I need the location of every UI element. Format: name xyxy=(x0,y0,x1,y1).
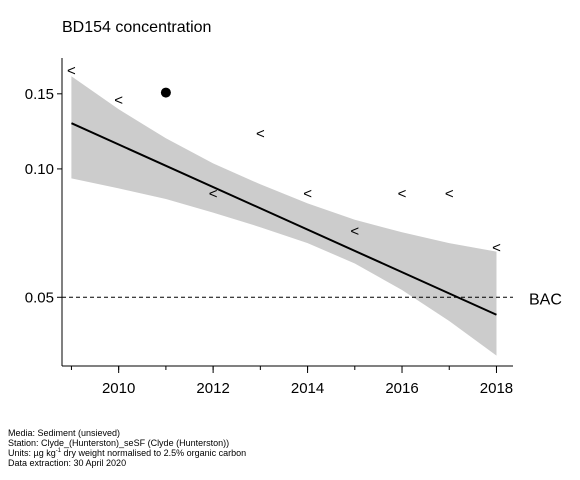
footer-station: Station: Clyde_(Hunterston)_seSF (Clyde … xyxy=(8,438,230,448)
confidence-band xyxy=(71,76,497,356)
chart-title: BD154 concentration xyxy=(62,19,212,36)
less-than-marker: < xyxy=(209,186,218,203)
less-than-marker: < xyxy=(398,186,407,203)
less-than-marker: < xyxy=(445,186,454,203)
x-tick-label: 2018 xyxy=(480,380,513,397)
less-than-marker: < xyxy=(350,223,359,240)
footer-units-sup: -1 xyxy=(55,448,62,454)
data-point xyxy=(160,87,171,98)
footer-units-suffix: dry weight normalised to 2.5% organic ca… xyxy=(61,448,247,458)
x-tick-label: 2010 xyxy=(102,380,135,397)
y-tick-label: 0.15 xyxy=(25,86,54,103)
footer-media: Media: Sediment (unsieved) xyxy=(8,428,121,438)
less-than-marker: < xyxy=(67,63,76,80)
less-than-marker: < xyxy=(114,92,123,109)
less-than-marker: < xyxy=(492,239,501,256)
less-than-marker: < xyxy=(256,126,265,143)
y-tick-label: 0.10 xyxy=(25,161,54,178)
footer-extraction: Data extraction: 30 April 2020 xyxy=(8,458,127,468)
chart-canvas: BAC < < < < < < < < <0.05 0.10 0.15 2010 2012 2014 2016… xyxy=(25,58,562,397)
less-than-marker: < xyxy=(303,186,312,203)
x-tick-label: 2016 xyxy=(385,380,418,397)
footer-units: Units: µg kg-1 dry weight normalised to … xyxy=(8,448,246,458)
footer-units-prefix: Units: µg kg xyxy=(8,448,56,458)
x-tick-label: 2012 xyxy=(196,380,229,397)
trend-line xyxy=(71,122,497,316)
x-tick-label: 2014 xyxy=(291,380,324,397)
reference-label-bac: BAC xyxy=(529,291,562,308)
footer: Media: Sediment (unsieved) Station: Clyd… xyxy=(8,428,246,468)
y-tick-label: 0.05 xyxy=(25,289,54,306)
